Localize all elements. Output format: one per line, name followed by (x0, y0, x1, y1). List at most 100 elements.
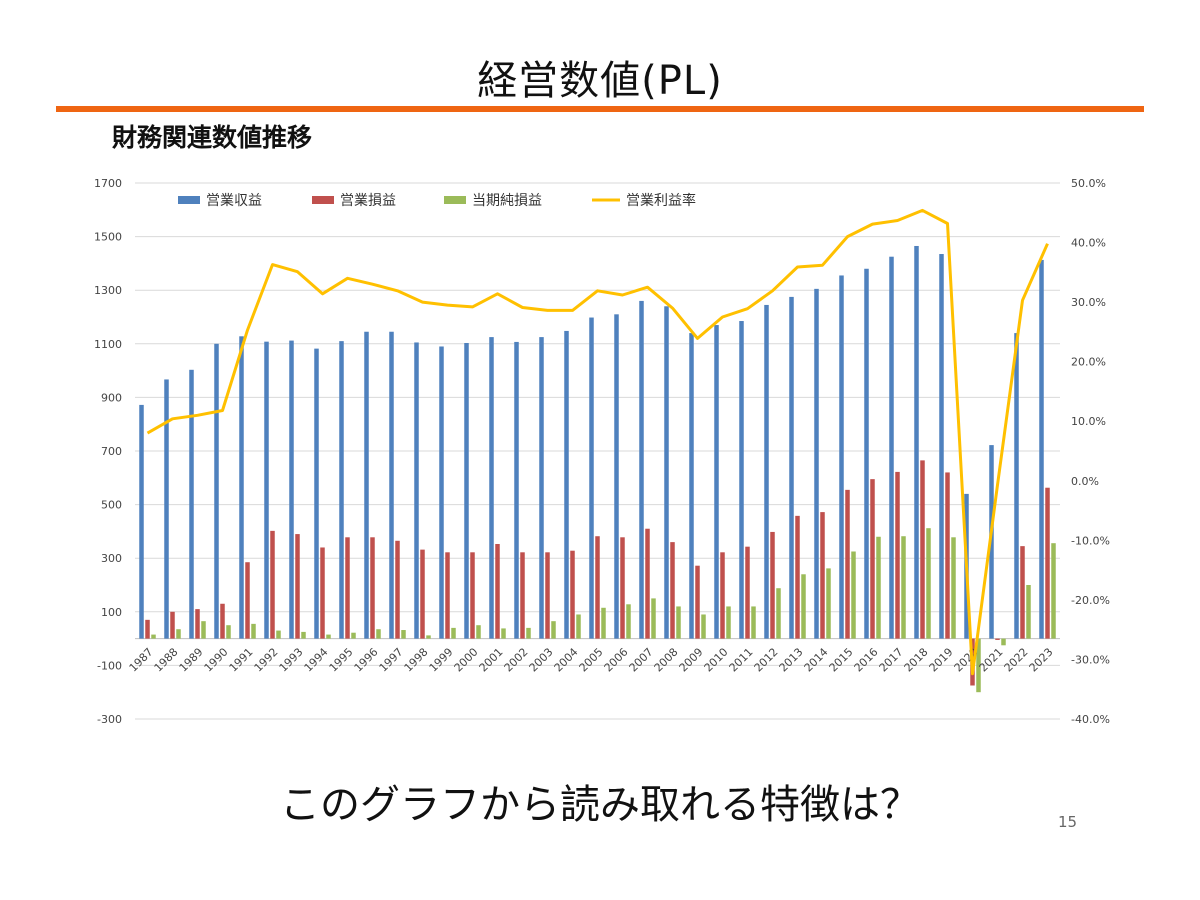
chart-subtitle: 財務関連数値推移 (112, 123, 313, 152)
bar-net-profit (326, 634, 331, 639)
x-tick-label: 2005 (577, 646, 606, 675)
bar-operating-profit (370, 537, 375, 639)
bar-net-profit (576, 614, 581, 639)
bar-revenue (164, 379, 169, 639)
bar-revenue (689, 333, 694, 639)
x-tick-label: 2021 (977, 646, 1006, 675)
bar-revenue (364, 331, 369, 639)
bar-operating-profit (520, 552, 525, 639)
bar-net-profit (926, 528, 931, 639)
bar-net-profit (201, 621, 206, 639)
bar-operating-profit (870, 479, 875, 639)
legend-label: 営業利益率 (626, 192, 696, 209)
bar-operating-profit (620, 537, 625, 639)
bar-revenue (789, 296, 794, 639)
bar-revenue (414, 342, 419, 639)
x-tick-label: 2018 (902, 646, 931, 675)
y-right-tick-label: 50.0% (1071, 177, 1106, 190)
bar-operating-profit (770, 531, 775, 639)
x-tick-label: 2001 (477, 646, 506, 675)
x-tick-label: 1991 (227, 646, 256, 675)
bar-operating-profit (1045, 487, 1050, 639)
bar-net-profit (151, 634, 156, 639)
x-tick-label: 1994 (302, 646, 331, 675)
bar-revenue (314, 348, 319, 639)
bar-revenue (739, 321, 744, 639)
bar-revenue (139, 404, 144, 639)
bar-net-profit (451, 627, 456, 639)
y-left-tick-label: 1500 (94, 231, 122, 244)
bar-net-profit (526, 627, 531, 639)
bar-operating-profit (645, 528, 650, 639)
bar-revenue (339, 341, 344, 639)
bar-net-profit (176, 629, 181, 639)
bar-revenue (914, 245, 919, 639)
bar-operating-profit (295, 534, 300, 639)
bar-revenue (239, 336, 244, 639)
y-right-tick-label: -30.0% (1071, 653, 1110, 666)
x-tick-label: 2019 (927, 646, 956, 675)
legend-swatch (444, 196, 466, 204)
x-tick-label: 1990 (202, 646, 231, 675)
page-number: 15 (1058, 813, 1078, 831)
bar-revenue (764, 304, 769, 639)
bar-net-profit (601, 607, 606, 639)
bar-net-profit (301, 631, 306, 639)
bar-operating-profit (1020, 546, 1025, 639)
bar-net-profit (226, 625, 231, 639)
x-tick-label: 1989 (177, 646, 206, 675)
bar-net-profit (701, 614, 706, 639)
bar-net-profit (651, 598, 656, 639)
y-left-tick-label: 1300 (94, 284, 122, 297)
bar-net-profit (876, 536, 881, 639)
y-left-tick-label: 1700 (94, 177, 122, 190)
bar-net-profit (1026, 585, 1031, 639)
x-tick-label: 1997 (377, 646, 406, 675)
bar-operating-profit (945, 472, 950, 639)
bar-revenue (864, 268, 869, 639)
x-tick-label: 2015 (827, 646, 856, 675)
y-left-tick-label: -300 (97, 713, 122, 726)
x-tick-label: 2006 (602, 646, 631, 675)
x-tick-label: 1998 (402, 646, 431, 675)
y-left-tick-label: 900 (101, 391, 122, 404)
bar-net-profit (401, 630, 406, 639)
x-tick-label: 2014 (802, 646, 831, 675)
legend-swatch (312, 196, 334, 204)
bar-operating-profit (570, 550, 575, 639)
x-tick-label: 2012 (752, 646, 781, 675)
y-right-tick-label: -40.0% (1071, 713, 1110, 726)
bar-revenue (564, 330, 569, 639)
y-right-tick-label: -10.0% (1071, 534, 1110, 547)
legend-label: 営業収益 (206, 193, 262, 209)
bar-operating-profit (745, 546, 750, 639)
y-right-tick-label: 0.0% (1071, 475, 1099, 488)
bar-operating-profit (145, 619, 150, 639)
question-text: このグラフから読み取れる特徴は？ (280, 782, 920, 828)
bar-net-profit (1001, 638, 1006, 646)
x-tick-label: 1988 (152, 646, 181, 675)
bar-net-profit (1051, 543, 1056, 639)
x-tick-label: 1987 (127, 646, 156, 675)
bar-operating-profit (720, 552, 725, 639)
bar-operating-profit (395, 540, 400, 639)
y-left-tick-label: 500 (101, 499, 122, 512)
bar-revenue (814, 288, 819, 639)
bar-net-profit (901, 536, 906, 639)
x-tick-label: 2000 (452, 646, 481, 675)
bar-net-profit (351, 632, 356, 639)
bar-operating-profit (795, 515, 800, 639)
bar-operating-profit (495, 543, 500, 639)
x-tick-label: 2002 (502, 646, 531, 675)
x-tick-label: 2009 (677, 646, 706, 675)
bar-operating-profit (270, 530, 275, 639)
bar-operating-profit (920, 460, 925, 639)
bar-revenue (939, 254, 944, 639)
x-tick-label: 2022 (1002, 646, 1031, 675)
x-tick-label: 2004 (552, 646, 581, 675)
x-tick-label: 2003 (527, 646, 556, 675)
bar-operating-profit (420, 549, 425, 639)
bar-revenue (389, 331, 394, 639)
bar-revenue (639, 300, 644, 639)
bar-operating-profit (220, 603, 225, 639)
